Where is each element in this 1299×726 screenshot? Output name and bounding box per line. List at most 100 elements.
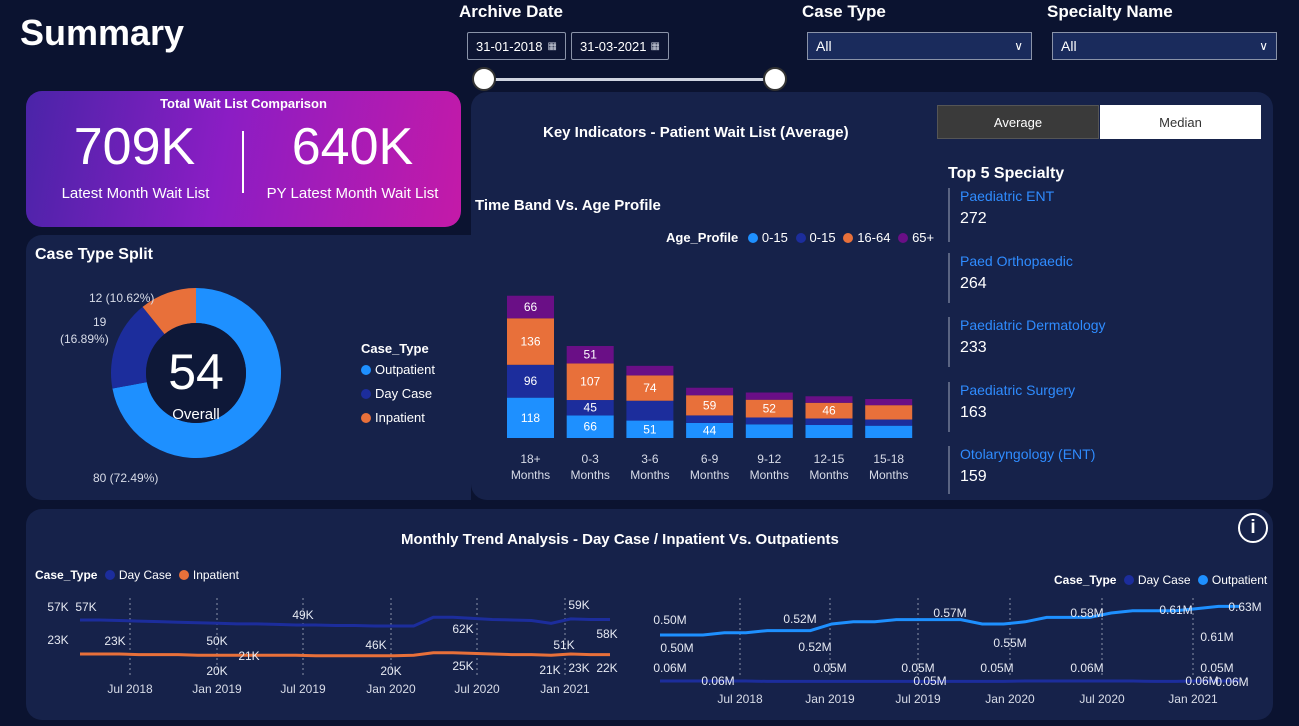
specialty-name: Paediatric Surgery <box>960 382 1076 398</box>
bar-segment[interactable] <box>745 392 793 400</box>
bar-segment[interactable] <box>626 420 674 438</box>
x-tick-label: Jan 2019 <box>192 682 242 696</box>
specialty-item[interactable]: Paediatric Dermatology 233 <box>948 317 1248 367</box>
series-line-outpatient[interactable] <box>660 604 1240 637</box>
point-data-label: 49K <box>292 608 313 622</box>
legend-text: 0-15 <box>809 230 836 245</box>
point-data-label: 23K <box>47 633 68 647</box>
donut-center-value: 54 <box>168 344 224 400</box>
case-split-title: Case Type Split <box>35 246 153 263</box>
bar-segment[interactable] <box>686 415 734 423</box>
donut-slice-inpatient[interactable] <box>142 288 196 335</box>
legend-item-inpatient: Inpatient <box>361 410 435 425</box>
legend-text: Day Case <box>375 386 433 401</box>
bar-segment[interactable] <box>507 295 554 319</box>
series-line-day-case[interactable] <box>80 615 610 628</box>
specialty-item[interactable]: Otolaryngology (ENT) 159 <box>948 446 1248 494</box>
bar-segment[interactable] <box>745 399 793 418</box>
bar-segment[interactable] <box>865 399 913 406</box>
bar-data-label: 136 <box>520 335 540 349</box>
specialty-value: 163 <box>960 404 987 421</box>
series-line-inpatient[interactable] <box>80 651 610 658</box>
bar-segment[interactable] <box>745 417 793 425</box>
bar-segment[interactable] <box>507 318 554 365</box>
specialty-item[interactable]: Paed Orthopaedic 264 <box>948 253 1248 303</box>
page-title: Summary <box>20 12 185 53</box>
bar-segment[interactable] <box>805 396 853 403</box>
calendar-icon[interactable]: ▦ <box>650 40 660 52</box>
bar-segment[interactable] <box>507 364 554 398</box>
waitlist-title: Total Wait List Comparison <box>160 96 327 111</box>
legend-dot-icon <box>104 570 115 580</box>
point-data-label: 62K <box>452 622 473 636</box>
bar-segment[interactable] <box>865 405 913 420</box>
key-indicators-title: Key Indicators - Patient Wait List (Aver… <box>543 124 849 141</box>
date-range-slider-handle-end[interactable] <box>763 67 787 91</box>
bar-segment[interactable] <box>686 422 734 438</box>
legend-text: Inpatient <box>375 410 425 425</box>
bar-segment[interactable] <box>566 346 614 364</box>
donut-hole <box>146 323 246 423</box>
bar-segment[interactable] <box>686 395 734 416</box>
bar-segment[interactable] <box>626 375 674 401</box>
donut-slice-outpatient[interactable] <box>112 288 281 458</box>
specialty-value: 233 <box>960 339 987 356</box>
date-to-input[interactable]: 31-03-2021 ▦ <box>571 32 669 60</box>
trend-left-legend: Case_Type Day Case Inpatient <box>35 568 239 582</box>
bar-data-label: 59 <box>703 398 717 412</box>
point-data-label: 25K <box>452 659 473 673</box>
bar-segment[interactable] <box>566 415 614 438</box>
point-data-label: 0.05M <box>1200 661 1233 675</box>
specialty-dropdown[interactable]: All ∨ <box>1052 32 1277 60</box>
date-range-slider-track[interactable] <box>484 78 776 81</box>
date-range-slider-handle-start[interactable] <box>472 67 496 91</box>
bar-segment[interactable] <box>686 387 734 396</box>
specialty-item[interactable]: Paediatric Surgery 163 <box>948 382 1248 432</box>
bar-segment[interactable] <box>745 424 793 438</box>
bar-segment[interactable] <box>626 365 674 376</box>
donut-slice-day-case[interactable] <box>111 306 165 389</box>
info-icon[interactable]: i <box>1238 513 1268 543</box>
bar-data-label: 44 <box>703 423 717 437</box>
point-data-label: 50K <box>206 634 227 648</box>
bar-data-label: 66 <box>584 420 598 434</box>
slice-label-outpatient: 80 (72.49%) <box>93 471 159 485</box>
timeband-legend-title: Age_Profile <box>666 230 739 245</box>
bar-data-label: 52 <box>763 402 777 416</box>
point-data-label: 0.05M <box>901 661 934 675</box>
median-toggle-button[interactable]: Median <box>1100 105 1261 139</box>
bar-segment[interactable] <box>566 363 614 401</box>
x-tick-label: Jul 2019 <box>280 682 326 696</box>
x-tick-label: Jan 2019 <box>805 692 855 706</box>
bar-segment[interactable] <box>865 425 913 438</box>
date-from-input[interactable]: 31-01-2018 ▦ <box>467 32 566 60</box>
average-toggle-button[interactable]: Average <box>937 105 1099 139</box>
specialty-item[interactable]: Paediatric ENT 272 <box>948 188 1248 242</box>
bar-data-label: 45 <box>584 401 598 415</box>
bar-segment[interactable] <box>805 402 853 419</box>
bar-data-label: 96 <box>524 374 538 388</box>
bar-segment[interactable] <box>626 400 674 421</box>
case-type-dropdown[interactable]: All ∨ <box>807 32 1032 60</box>
calendar-icon[interactable]: ▦ <box>547 40 557 52</box>
bar-segment[interactable] <box>507 397 554 438</box>
point-data-label: 59K <box>568 598 589 612</box>
x-tick-label: Months <box>690 468 729 482</box>
case-split-donut <box>111 288 281 458</box>
point-data-label: 0.63M <box>1228 600 1261 614</box>
x-tick-label: Jul 2018 <box>717 692 763 706</box>
bar-data-label: 46 <box>822 404 836 418</box>
legend-dot-icon <box>1197 575 1208 585</box>
point-data-label: 0.06M <box>1070 661 1103 675</box>
point-data-label: 20K <box>206 664 227 678</box>
legend-text: Outpatient <box>375 362 435 377</box>
legend-item-daycase: Day Case <box>361 386 435 401</box>
bar-segment[interactable] <box>566 400 614 416</box>
x-tick-label: 0-3 <box>582 452 600 466</box>
legend-dot-icon <box>361 413 371 423</box>
bar-segment[interactable] <box>805 418 853 426</box>
bar-segment[interactable] <box>805 425 853 438</box>
date-from-value: 31-01-2018 <box>476 38 543 54</box>
bar-segment[interactable] <box>865 419 913 426</box>
legend-dot-icon <box>747 233 758 243</box>
